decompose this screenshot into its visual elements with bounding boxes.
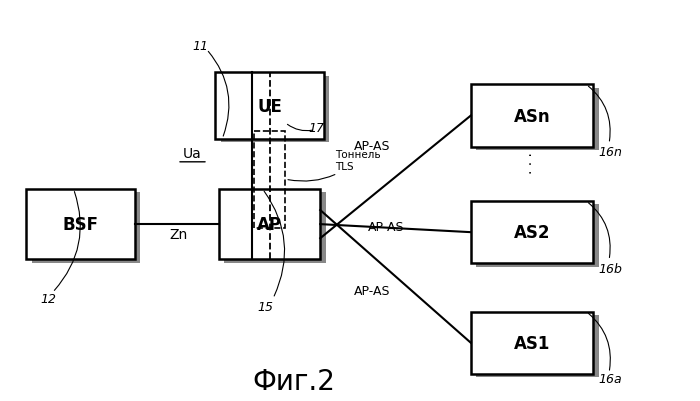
Bar [470,312,594,374]
Text: Фиг.2: Фиг.2 [253,367,335,395]
Bar [470,202,594,264]
Text: AP: AP [257,216,282,233]
Text: Тоннель
TLS: Тоннель TLS [288,150,380,182]
Text: ASn: ASn [514,107,550,125]
Text: 11: 11 [193,40,209,53]
Bar [218,189,321,260]
Text: Ua: Ua [183,146,202,160]
Text: AS2: AS2 [514,224,550,241]
Bar [27,189,134,260]
Text: BSF: BSF [62,216,99,233]
Bar [476,89,599,151]
Text: UE: UE [257,97,282,115]
Text: Zn: Zn [169,228,188,241]
Text: 16n: 16n [598,146,622,159]
Text: 16b: 16b [598,262,622,275]
Bar [476,315,599,377]
Bar [216,73,323,140]
Text: 16a: 16a [598,373,622,385]
Text: · · ·: · · · [525,152,539,173]
Text: AP-AS: AP-AS [368,220,404,233]
Bar [476,205,599,267]
Text: 17: 17 [308,122,324,135]
Text: AP-AS: AP-AS [354,284,390,297]
Bar [221,77,330,143]
Text: 12: 12 [41,292,57,305]
Text: 15: 15 [258,300,274,313]
Bar [32,192,140,263]
Text: AP-AS: AP-AS [354,140,390,153]
Bar [470,85,594,148]
Bar [253,132,286,228]
Bar [224,192,326,263]
Text: AS1: AS1 [514,334,550,352]
